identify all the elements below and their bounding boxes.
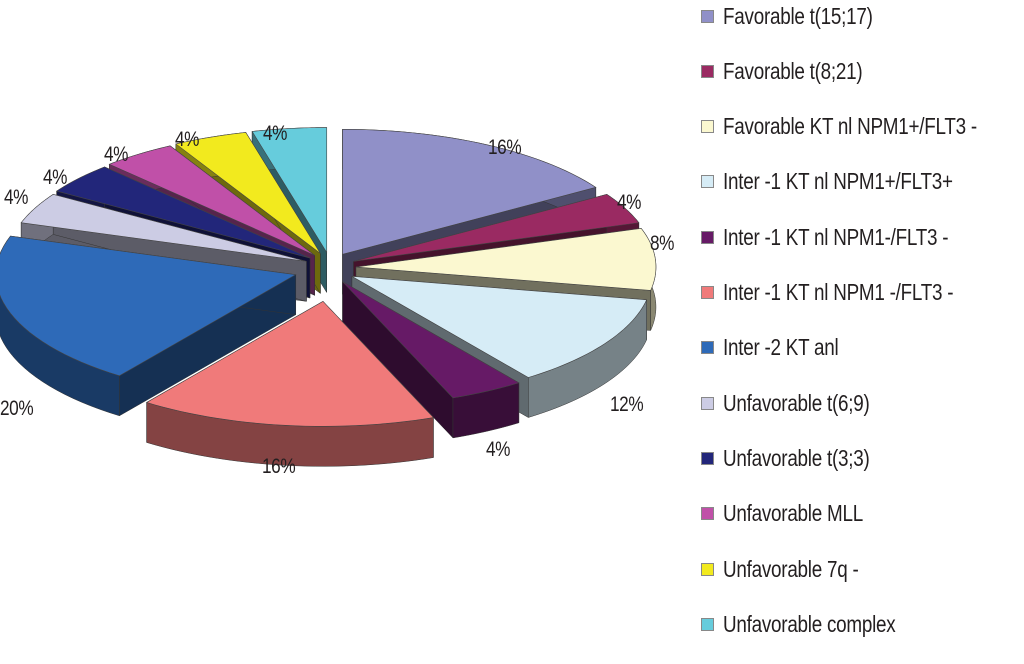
slice-value-label: 4% [263, 122, 288, 145]
legend-swatch [701, 562, 714, 576]
legend-swatch [701, 9, 714, 23]
legend-item: Favorable KT nl NPM1+/FLT3 - [701, 112, 1024, 142]
legend-swatch [701, 507, 714, 521]
slice-value-label: 4% [486, 438, 511, 461]
legend-item: Unfavorable t(3;3) [701, 443, 902, 473]
legend-item: Inter -1 KT nl NPM1-/FLT3 - [701, 222, 998, 252]
legend-label: Inter -1 KT nl NPM1-/FLT3 - [723, 223, 949, 250]
slice-value-label: 16% [488, 136, 522, 159]
pie-chart [0, 127, 657, 467]
legend-swatch [701, 120, 714, 134]
slice-value-label: 4% [104, 143, 129, 166]
slice-value-label: 8% [650, 232, 675, 255]
pie-slice [342, 281, 520, 439]
legend-item: Inter -2 KT anl [701, 333, 864, 363]
legend-label: Unfavorable MLL [723, 500, 863, 527]
legend-label: Unfavorable 7q - [723, 555, 859, 582]
legend-label: Inter -1 KT nl NPM1 -/FLT3 - [723, 279, 954, 305]
legend-label: Inter -1 KT nl NPM1+/FLT3+ [723, 168, 953, 195]
legend-label: Inter -2 KT anl [723, 334, 839, 361]
legend-item: Inter -1 KT nl NPM1 -/FLT3 - [701, 278, 1004, 308]
legend-swatch [701, 617, 714, 631]
legend-item: Unfavorable 7q - [701, 554, 888, 584]
legend-label: Favorable t(15;17) [723, 2, 873, 29]
legend-item: Unfavorable complex [701, 609, 933, 639]
slice-value-label: 4% [4, 186, 29, 209]
slice-value-label: 12% [610, 393, 644, 416]
legend-swatch [701, 451, 714, 465]
legend-swatch [701, 286, 714, 299]
legend-label: Favorable t(8;21) [723, 57, 863, 84]
legend-swatch [701, 396, 714, 410]
legend-item: Favorable t(8;21) [701, 56, 893, 86]
slice-value-label: 4% [617, 191, 642, 214]
legend-label: Unfavorable t(6;9) [723, 389, 870, 416]
slice-value-label: 20% [0, 397, 34, 420]
legend-swatch [701, 64, 714, 78]
slice-value-label: 4% [175, 128, 200, 151]
legend-label: Unfavorable t(3;3) [723, 444, 870, 471]
legend-swatch [701, 175, 714, 189]
legend-swatch [701, 230, 714, 244]
legend-item: Inter -1 KT nl NPM1+/FLT3+ [701, 167, 1003, 197]
legend-swatch [701, 341, 714, 355]
pie-slice [0, 235, 297, 417]
legend-item: Unfavorable MLL [701, 499, 894, 529]
slice-value-label: 16% [262, 455, 296, 478]
legend-label: Favorable KT nl NPM1+/FLT3 - [723, 113, 977, 140]
legend-item: Favorable t(15;17) [701, 1, 906, 31]
slice-value-label: 4% [43, 166, 68, 189]
pie-slice [145, 300, 435, 467]
legend-label: Unfavorable complex [723, 610, 896, 637]
legend-item: Unfavorable t(6;9) [701, 388, 902, 418]
